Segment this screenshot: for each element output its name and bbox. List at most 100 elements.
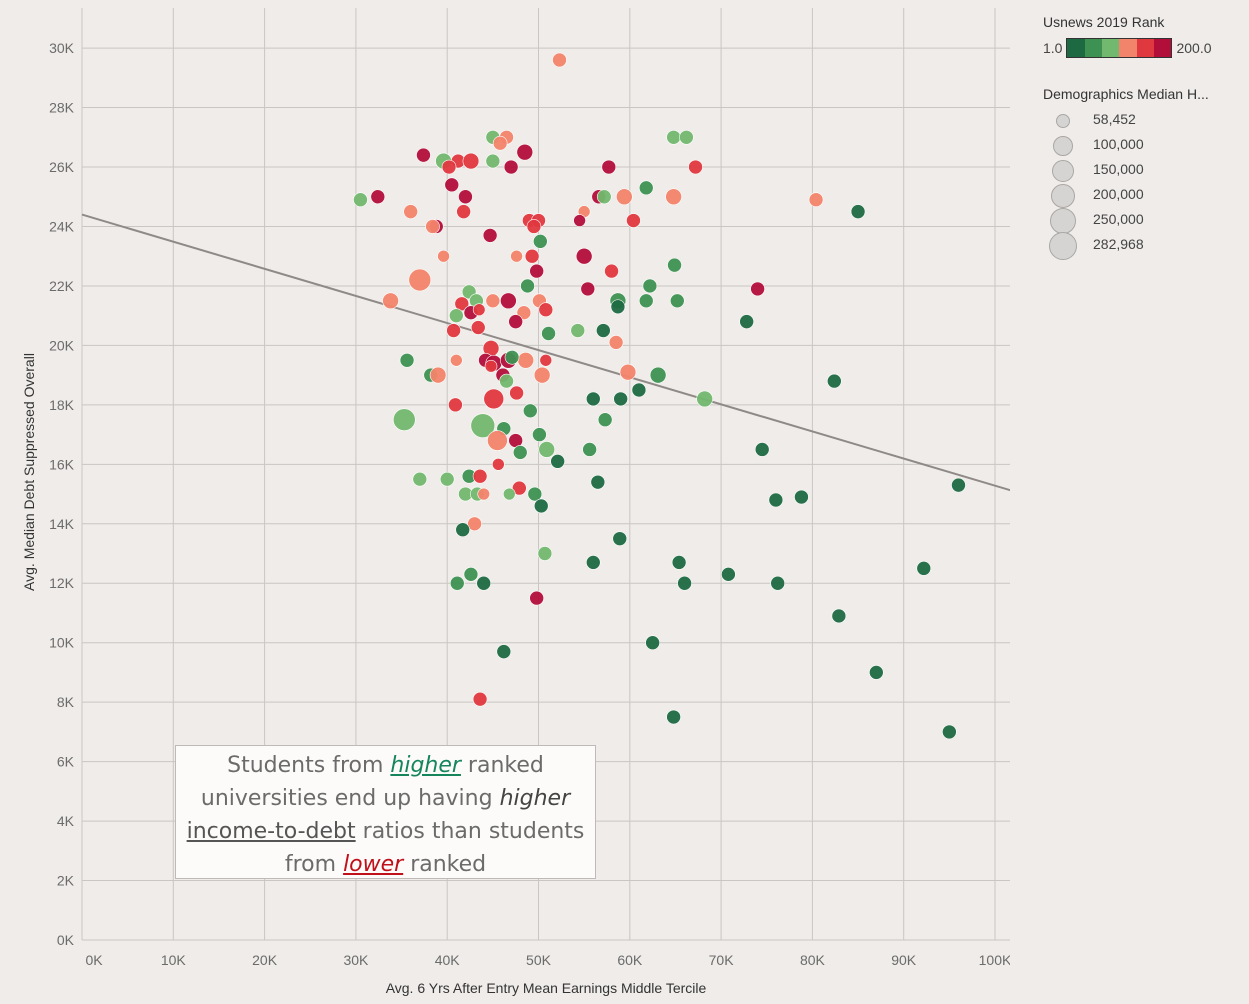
size-legend-label: 100,000: [1093, 136, 1144, 152]
x-axis-title: Avg. 6 Yrs After Entry Mean Earnings Mid…: [386, 980, 707, 996]
data-point: [533, 234, 548, 249]
data-point: [437, 249, 450, 263]
data-point: [585, 391, 601, 407]
data-point: [399, 352, 415, 368]
x-tick-label: 80K: [800, 952, 826, 968]
data-point: [448, 397, 463, 413]
data-point: [370, 189, 386, 205]
data-point: [550, 454, 565, 469]
data-point: [539, 353, 553, 367]
data-point: [454, 296, 470, 312]
data-point: [638, 180, 654, 196]
data-point: [916, 561, 932, 576]
data-point: [739, 314, 754, 329]
size-legend: Demographics Median H... 58,452 100,000 15…: [1043, 86, 1243, 260]
data-point: [596, 189, 612, 205]
x-tick-label: 50K: [526, 952, 552, 968]
data-point: [446, 323, 461, 338]
data-point: [532, 427, 547, 442]
y-tick-label: 26K: [49, 159, 75, 175]
data-point: [516, 143, 534, 161]
data-point: [754, 442, 770, 457]
y-tick-label: 30K: [49, 40, 75, 56]
y-tick-label: 8K: [57, 694, 75, 710]
data-point: [522, 403, 538, 419]
data-point: [509, 385, 524, 401]
color-ramp-max-label: 200.0: [1176, 40, 1212, 56]
color-ramp-swatch: [1119, 39, 1137, 57]
x-tick-label: 90K: [891, 952, 917, 968]
y-tick-label: 24K: [49, 218, 75, 234]
x-tick-label: 10K: [161, 952, 187, 968]
data-point: [512, 445, 528, 460]
data-point: [533, 366, 551, 384]
x-tick-label: 70K: [709, 952, 735, 968]
size-legend-label: 282,968: [1093, 236, 1144, 252]
data-point: [951, 477, 966, 493]
data-point: [483, 388, 505, 410]
x-tick-label: 100K: [979, 952, 1010, 968]
y-tick-label: 22K: [49, 278, 75, 294]
data-point: [500, 292, 517, 310]
data-point: [533, 498, 549, 514]
data-point: [770, 575, 786, 591]
data-point: [580, 281, 596, 297]
data-point: [666, 709, 681, 725]
data-point: [608, 335, 624, 350]
data-point: [869, 665, 884, 680]
data-point: [831, 608, 847, 624]
size-legend-circle: [1056, 114, 1070, 128]
scatter-chart: 0K 2K 4K 6K 8K 10K 12K 14K 16K 18K 20K 22K 24K 26K 28K…: [21, 8, 1010, 996]
color-ramp[interactable]: [1066, 38, 1173, 58]
data-point: [827, 373, 842, 389]
data-point: [604, 263, 619, 279]
data-point: [472, 691, 488, 707]
color-ramp-min-label: 1.0: [1043, 40, 1063, 56]
data-point: [679, 129, 694, 145]
data-point: [850, 204, 866, 219]
y-tick-label: 6K: [57, 754, 75, 770]
size-legend-circle: [1053, 136, 1073, 156]
data-point: [677, 575, 692, 591]
data-point: [750, 281, 765, 297]
data-point: [502, 487, 516, 501]
data-point: [721, 567, 736, 582]
data-point: [510, 249, 523, 263]
color-ramp-swatch: [1154, 39, 1172, 57]
data-point: [610, 299, 626, 315]
data-point: [696, 390, 713, 408]
data-point: [450, 353, 463, 367]
data-point: [626, 213, 641, 228]
data-point: [353, 192, 368, 208]
x-tick-label: 0K: [85, 952, 103, 968]
data-point: [492, 458, 505, 471]
data-point: [645, 635, 660, 651]
data-point: [482, 228, 498, 243]
data-point: [619, 363, 637, 381]
x-tick-label: 30K: [343, 952, 369, 968]
size-legend-item: 150,000: [1043, 158, 1243, 183]
size-legend-label: 150,000: [1093, 161, 1144, 177]
data-point: [597, 412, 613, 428]
y-tick-label: 16K: [49, 456, 75, 472]
y-axis-title: Avg. Median Debt Suppressed Overall: [21, 353, 37, 591]
data-point: [439, 471, 455, 487]
data-point: [449, 308, 464, 323]
annotation-text-4: ratios than students from: [284, 819, 585, 877]
y-tick-label: 28K: [49, 100, 75, 116]
y-tick-label: 10K: [49, 635, 75, 651]
size-legend-circle: [1050, 208, 1076, 234]
data-point: [570, 323, 586, 338]
color-ramp-swatch: [1067, 39, 1085, 57]
annotation-text-2: ranked universities end up having: [200, 753, 544, 811]
size-legend-label: 200,000: [1093, 186, 1144, 202]
data-point: [582, 442, 597, 457]
data-point: [517, 351, 535, 369]
data-point: [585, 555, 601, 570]
data-point: [441, 159, 457, 175]
data-point: [616, 188, 633, 206]
data-point: [472, 303, 486, 317]
data-point: [463, 567, 479, 582]
data-point: [504, 349, 520, 365]
data-point: [416, 147, 431, 163]
